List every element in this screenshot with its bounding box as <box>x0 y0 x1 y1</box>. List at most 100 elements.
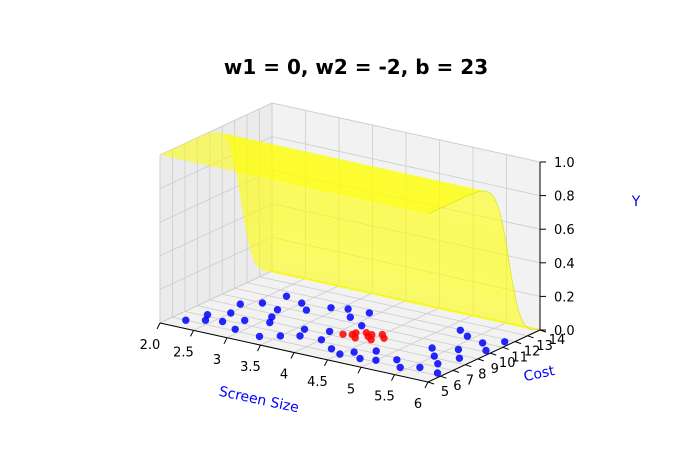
scatter-point <box>282 292 291 300</box>
surface-strip <box>217 132 488 192</box>
scatter-point <box>501 338 509 346</box>
x-tick-label: 5.5 <box>374 390 395 405</box>
scatter-point <box>454 345 463 354</box>
scatter-point <box>302 306 311 314</box>
y-tick-label: 5 <box>441 385 449 400</box>
x-tick-mark <box>223 337 228 345</box>
y-tick-mark <box>477 358 484 362</box>
scatter-point <box>350 348 358 356</box>
grid-y-floor <box>259 276 528 337</box>
grid-x-floor <box>394 322 507 375</box>
x-axis-label: Screen Size <box>217 384 300 417</box>
scatter-point <box>358 322 366 330</box>
z-tick-label: 0.4 <box>554 257 575 272</box>
scatter-point <box>276 332 285 340</box>
tick-labels: 2.0 2.5 3 3.5 4 4.5 5 5.5 65 6 7 8 9 10111213140.00.2… <box>140 156 575 412</box>
surface-strip <box>245 231 516 300</box>
surface-strip <box>255 263 526 326</box>
scatter-point <box>368 331 376 339</box>
x-tick-mark <box>156 322 161 330</box>
y-tick-mark <box>502 346 509 350</box>
y-tick-label: 12 <box>524 345 541 360</box>
scatter-point <box>463 332 472 340</box>
grid-x-floor <box>293 300 407 353</box>
surface-strip <box>230 150 501 217</box>
scatter-point <box>241 316 249 325</box>
z-axis-label: Y <box>631 194 641 210</box>
grid-y-floor <box>172 316 441 377</box>
grid-x-floor <box>226 285 340 339</box>
surface-strip <box>264 270 535 330</box>
sigmoid-surface <box>160 132 541 331</box>
surface-edge <box>427 190 541 331</box>
grid-y-floor <box>234 287 503 348</box>
x-tick-label: 4 <box>280 368 288 383</box>
scatter-point <box>182 316 190 324</box>
scatter-point <box>336 350 344 358</box>
surface-strip <box>223 135 494 197</box>
scatter-point <box>236 300 244 308</box>
scatter-point <box>356 354 364 363</box>
scatter-point <box>266 318 274 327</box>
grid-x-floor <box>360 314 474 368</box>
scatter-point <box>372 356 380 364</box>
x-tick-label: 3 <box>213 353 221 368</box>
x-tick-mark <box>391 374 395 381</box>
grid-y-floor <box>222 293 491 354</box>
scatter-point <box>325 327 334 336</box>
surface-strip <box>270 269 540 330</box>
scatter-point <box>396 363 404 372</box>
x-tick-label: 5 <box>347 382 355 397</box>
surface-strip <box>247 240 518 308</box>
x-tick-mark <box>290 352 295 359</box>
surface-strip <box>236 175 507 245</box>
surface-strip <box>240 197 511 269</box>
surface-strip <box>253 259 524 323</box>
surface-strip <box>268 270 539 330</box>
x-tick-label: 3.5 <box>240 360 261 375</box>
y-axis-label: Cost <box>522 363 556 385</box>
surface-strip <box>234 165 505 235</box>
scatter-point <box>218 317 227 326</box>
y-tick-label: 9 <box>491 362 499 377</box>
surface-strip <box>227 140 498 204</box>
surface-strip <box>242 209 512 280</box>
scatter-point <box>273 306 282 314</box>
x-tick-mark <box>424 381 429 389</box>
scatter-points-back <box>282 292 509 346</box>
scatter-point <box>478 339 487 347</box>
y-tick-mark <box>465 364 472 368</box>
surface-strip <box>244 220 514 290</box>
z-tick-label: 0.8 <box>554 190 575 205</box>
scatter-point <box>300 325 309 333</box>
surface-strip <box>238 186 509 257</box>
chart-title: w1 = 0, w2 = -2, b = 23 <box>224 55 488 79</box>
z-tick-label: 0.6 <box>554 223 575 238</box>
scatter-point <box>416 363 424 372</box>
x-tick-mark <box>357 367 362 374</box>
scatter-point <box>430 352 438 360</box>
scatter-point <box>434 360 442 368</box>
z-tick-label: 0.2 <box>554 290 575 305</box>
x-tick-mark <box>190 330 194 337</box>
y-tick-mark <box>514 341 522 345</box>
scatter-point <box>203 311 212 319</box>
scatter-point <box>378 330 386 339</box>
scatter-point <box>456 326 464 334</box>
scatter-point <box>482 346 490 355</box>
x-tick-label: 4.5 <box>307 375 328 390</box>
y-tick-label: 13 <box>536 339 553 354</box>
grid-x-floor <box>193 278 306 331</box>
scatter-point <box>327 345 336 353</box>
x-tick-label: 2.0 <box>140 338 161 353</box>
y-tick-label: 7 <box>466 373 474 388</box>
x-tick-mark <box>324 359 328 367</box>
surface-strip <box>225 137 496 200</box>
y-tick-mark <box>440 375 447 379</box>
z-tick-label: 1.0 <box>554 156 575 171</box>
scatter-point <box>346 313 354 321</box>
scatter-point <box>317 336 326 344</box>
scatter-points-front <box>182 299 490 377</box>
scatter-point <box>344 305 352 313</box>
